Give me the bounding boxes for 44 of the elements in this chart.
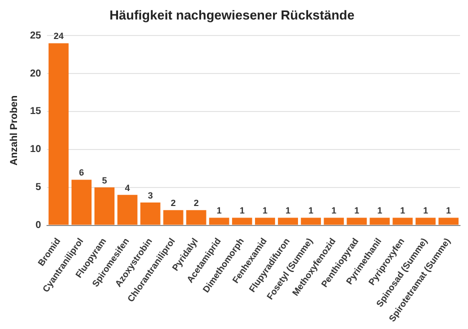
data-label: 1 — [262, 206, 268, 216]
bar — [72, 180, 92, 225]
bar — [255, 218, 276, 225]
y-tick-label: 20 — [30, 68, 42, 80]
bar — [278, 218, 298, 225]
y-tick-label: 25 — [30, 30, 42, 42]
y-tick-label: 5 — [36, 182, 42, 194]
data-label: 2 — [170, 198, 176, 208]
data-label: 1 — [240, 206, 245, 216]
bar — [324, 218, 344, 225]
data-label: 1 — [331, 206, 336, 216]
y-tick-label: 10 — [30, 144, 42, 156]
bar — [140, 202, 160, 225]
bar — [94, 187, 114, 225]
data-label: 1 — [446, 206, 452, 216]
data-label: 1 — [423, 206, 428, 216]
bar — [438, 218, 459, 225]
data-label: 1 — [377, 206, 382, 216]
data-label: 4 — [124, 182, 130, 193]
bar — [163, 210, 184, 225]
data-label: 1 — [216, 206, 222, 216]
y-axis-title: Anzahl Proben — [8, 95, 20, 166]
data-label: 2 — [194, 198, 199, 208]
data-label: 3 — [148, 190, 153, 201]
bar — [346, 218, 367, 225]
bar — [186, 210, 206, 225]
bar — [117, 194, 138, 225]
data-label: 5 — [102, 175, 107, 186]
data-label: 1 — [400, 206, 406, 216]
data-label: 24 — [54, 31, 64, 42]
y-tick-label: 15 — [30, 106, 42, 118]
data-label: 1 — [308, 206, 314, 216]
bar — [370, 218, 390, 225]
bar — [232, 218, 252, 225]
data-label: 1 — [354, 206, 360, 216]
data-label: 1 — [285, 206, 290, 216]
bar — [300, 218, 321, 225]
y-tick-label: 0 — [36, 220, 42, 232]
bar — [48, 43, 69, 225]
bar — [209, 218, 230, 225]
chart-title: Häufigkeit nachgewiesener Rückstände — [110, 7, 354, 22]
data-label: 6 — [79, 168, 84, 178]
bar — [416, 218, 436, 225]
bar — [392, 218, 413, 225]
